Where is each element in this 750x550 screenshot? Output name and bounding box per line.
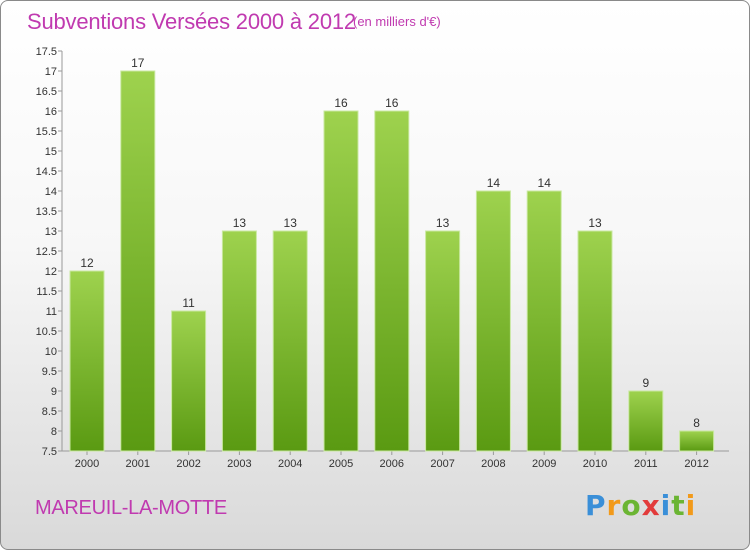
value-label-2009: 14 — [538, 176, 552, 190]
bar-2001 — [120, 70, 156, 452]
value-label-2004: 13 — [284, 216, 298, 230]
y-tick-label: 7.5 — [42, 446, 57, 458]
y-tick-label: 17.5 — [36, 46, 57, 58]
x-tick-label-2008: 2008 — [481, 458, 505, 470]
bar-2011 — [628, 390, 664, 452]
bar-2005 — [323, 110, 359, 452]
chart-unit: (en milliers d'€) — [353, 14, 441, 29]
bar-2007 — [425, 230, 461, 452]
y-tick-label: 14.5 — [36, 166, 57, 178]
x-tick-label-2011: 2011 — [634, 458, 658, 470]
y-tick-label: 10.5 — [36, 326, 57, 338]
x-tick-label-2012: 2012 — [684, 458, 708, 470]
x-tick-label-2004: 2004 — [278, 458, 302, 470]
value-label-2003: 13 — [233, 216, 247, 230]
value-label-2005: 16 — [334, 96, 348, 110]
x-tick-label-2003: 2003 — [227, 458, 251, 470]
value-label-2010: 13 — [588, 216, 602, 230]
x-tick-label-2005: 2005 — [329, 458, 353, 470]
chart-title: Subventions Versées 2000 à 2012 — [27, 9, 356, 34]
y-tick-label: 16 — [45, 106, 57, 118]
value-label-2000: 12 — [80, 256, 94, 270]
bar-2012 — [679, 430, 715, 452]
bar-2003 — [221, 230, 257, 452]
proxiti-logo: Proxiti — [585, 489, 697, 522]
y-tick-label: 8 — [51, 426, 57, 438]
value-label-2006: 16 — [385, 96, 399, 110]
x-tick-label-2006: 2006 — [380, 458, 404, 470]
y-tick-label: 15.5 — [36, 126, 57, 138]
y-tick-label: 13 — [45, 226, 57, 238]
y-tick-label: 13.5 — [36, 206, 57, 218]
x-tick-label-2002: 2002 — [176, 458, 200, 470]
x-tick-label-2009: 2009 — [532, 458, 556, 470]
bar-2006 — [374, 110, 410, 452]
bar-2009 — [526, 190, 562, 452]
chart-axes: 7.5 8 8.5 9 9.5 10 10.5 11 11.5 12 12.5 13 13.5 14 14.… — [36, 46, 729, 458]
x-tick-label-2000: 2000 — [75, 458, 99, 470]
y-tick-label: 12 — [45, 266, 57, 278]
y-tick-label: 12.5 — [36, 246, 57, 258]
bar-2002 — [171, 310, 207, 452]
y-tick-label: 15 — [45, 146, 57, 158]
y-tick-label: 14 — [45, 186, 57, 198]
commune-name: MAREUIL-LA-MOTTE — [35, 497, 227, 519]
y-tick-label: 11.5 — [36, 286, 57, 298]
y-tick-label: 8.5 — [42, 406, 57, 418]
bar-2008 — [475, 190, 511, 452]
bar-2004 — [272, 230, 308, 452]
value-label-2002: 11 — [182, 296, 195, 310]
y-tick-label: 16.5 — [36, 86, 57, 98]
value-label-2001: 17 — [131, 56, 145, 70]
y-tick-label: 9 — [51, 386, 57, 398]
x-tick-label-2010: 2010 — [583, 458, 607, 470]
value-label-2008: 14 — [487, 176, 501, 190]
y-tick-label: 9.5 — [42, 366, 57, 378]
value-label-2012: 8 — [693, 416, 700, 430]
x-tick-label-2007: 2007 — [430, 458, 454, 470]
value-label-2007: 13 — [436, 216, 450, 230]
bar-2010 — [577, 230, 613, 452]
chart-labels: 12 2000 17 2001 11 2002 13 2003 13 2004 16 2005 16 20… — [75, 56, 709, 470]
bar-2000 — [69, 270, 105, 452]
chart-bars — [69, 70, 715, 452]
value-label-2011: 9 — [642, 376, 649, 390]
y-tick-label: 11 — [46, 306, 57, 318]
x-tick-label-2001: 2001 — [126, 458, 150, 470]
y-tick-label: 10 — [45, 346, 57, 358]
y-tick-label: 17 — [45, 66, 57, 78]
